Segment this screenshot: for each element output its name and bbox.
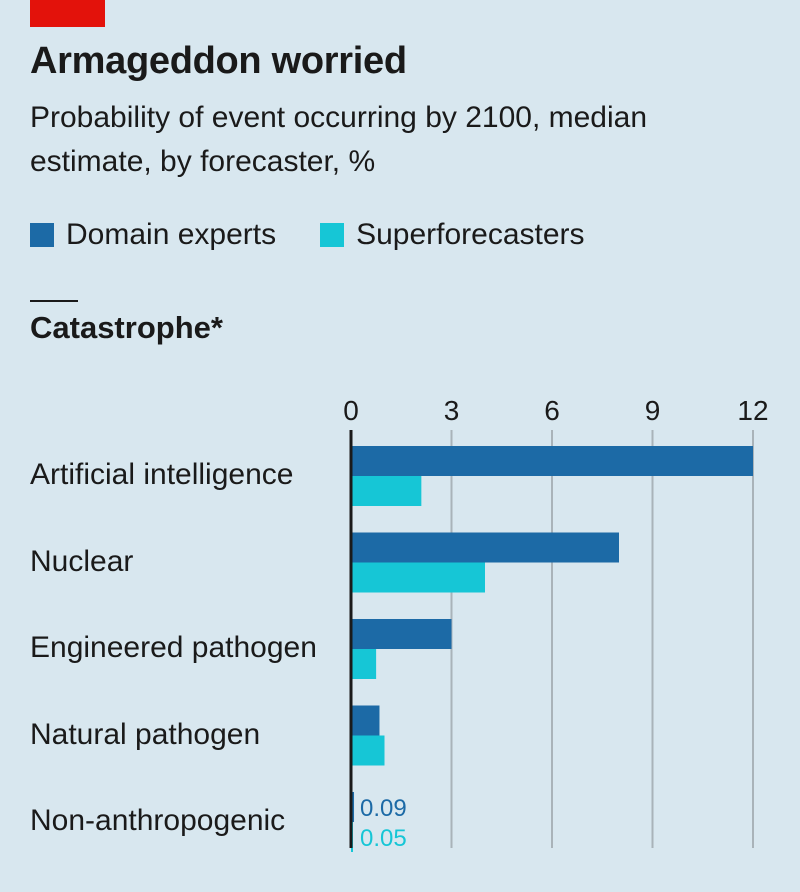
chart-subtitle: Probability of event occurring by 2100, … <box>30 101 648 178</box>
bar-superforecasters-natural-pathogen <box>351 735 385 766</box>
bar-superforecasters-engineered-pathogen <box>351 649 377 679</box>
brand-tag <box>30 0 105 27</box>
section-title: Catastrophe* <box>30 310 223 345</box>
legend-swatch-domain-experts <box>30 223 54 247</box>
legend-label-domain-experts: Domain experts <box>66 218 277 251</box>
category-label-engineered-pathogen: Engineered pathogen <box>30 631 317 664</box>
value-label-superforecasters-non-anthropogenic: 0.05 <box>360 825 407 852</box>
legend-item-domain-experts: Domain experts <box>30 218 276 252</box>
x-tick-label-9: 9 <box>645 395 661 426</box>
bar-domain-experts-natural-pathogen <box>351 705 380 736</box>
x-tick-label-3: 3 <box>444 395 460 426</box>
x-tick-label-12: 12 <box>737 395 768 426</box>
x-tick-label-0: 0 <box>343 395 359 426</box>
bar-domain-experts-engineered-pathogen <box>351 619 452 649</box>
value-label-domain-experts-non-anthropogenic: 0.09 <box>360 795 407 822</box>
bar-domain-experts-non-anthropogenic <box>351 792 355 822</box>
legend-item-superforecasters: Superforecasters <box>320 218 585 252</box>
category-label-nuclear: Nuclear <box>30 544 134 578</box>
chart-title: Armageddon worried <box>30 40 407 82</box>
bar-domain-experts-artificial-intelligence <box>351 446 753 476</box>
legend-label-superforecasters: Superforecasters <box>356 218 585 251</box>
legend: Domain experts Superforecasters <box>30 218 629 252</box>
x-tick-label-6: 6 <box>544 395 560 426</box>
legend-swatch-superforecasters <box>320 223 345 247</box>
category-label-non-anthropogenic: Non-anthropogenic <box>30 804 286 837</box>
bar-superforecasters-artificial-intelligence <box>351 476 422 506</box>
category-label-natural-pathogen: Natural pathogen <box>30 717 261 751</box>
bar-superforecasters-nuclear <box>351 562 485 593</box>
category-label-artificial-intelligence: Artificial intelligence <box>30 458 294 491</box>
section-divider <box>30 300 78 302</box>
bar-domain-experts-nuclear <box>351 532 619 563</box>
